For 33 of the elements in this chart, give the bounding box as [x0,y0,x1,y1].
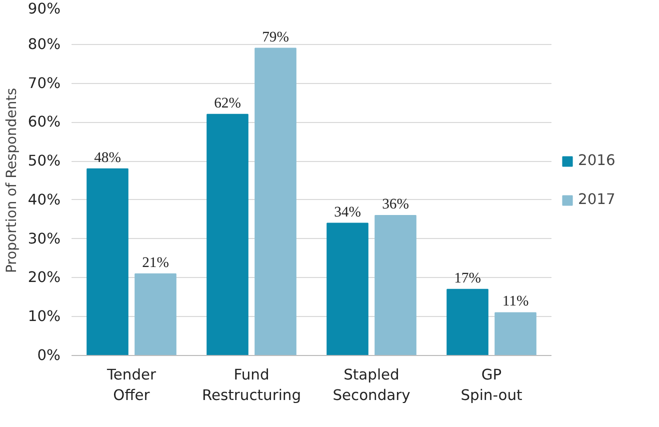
data-label: 62% [214,95,241,112]
x-tick-label: Tender Offer [106,366,158,404]
y-tick-label: 50% [28,152,61,170]
y-tick-label: 30% [28,230,61,248]
data-label: 21% [142,254,169,271]
data-label: 48% [94,150,121,166]
bar [134,273,176,356]
x-tick-label: Fund Restructuring [202,366,302,404]
bar [206,114,248,356]
y-tick-label: 20% [28,269,61,286]
bar [446,288,488,356]
legend-label: 2016 [578,152,616,169]
x-tick-label: GP Spin-out [460,366,523,404]
y-tick-label: 0% [37,347,61,364]
y-tick-label: 90% [28,0,61,18]
bar [326,222,368,356]
data-label: 11% [502,294,529,310]
data-label: 34% [334,204,361,220]
bar [374,215,416,356]
x-tick-label: Stapled Secondary [332,366,411,404]
bar [494,312,536,356]
data-label: 79% [262,29,289,46]
legend-label: 2017 [578,191,616,208]
bar [86,168,128,356]
bar [254,48,296,356]
y-axis-title: Proportion of Respondents [4,88,20,274]
y-tick-label: 80% [28,36,61,53]
y-tick-label: 10% [28,308,61,326]
data-label: 36% [382,196,409,212]
y-tick-label: 40% [28,191,61,208]
data-label: 17% [454,270,481,286]
y-tick-label: 70% [28,74,61,92]
y-tick-label: 60% [28,114,61,131]
